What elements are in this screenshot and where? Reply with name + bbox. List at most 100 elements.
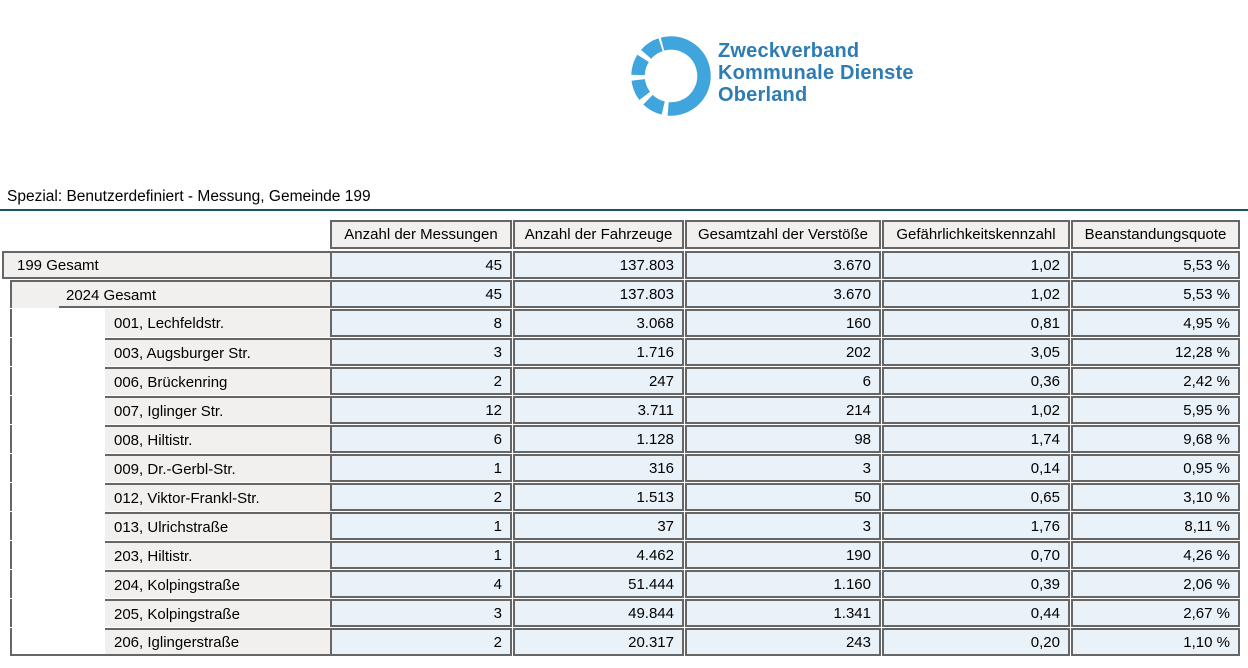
row-label: 206, Iglingerstraße	[10, 628, 330, 656]
value-cell: 2,67 %	[1071, 599, 1240, 627]
column-header: Gesamtzahl der Verstöße	[685, 220, 881, 249]
measurement-table: Anzahl der Messungen Anzahl der Fahrzeuge…	[2, 220, 1240, 657]
value-cell: 0,81	[882, 309, 1070, 337]
value-cell: 190	[685, 541, 881, 569]
value-cell: 6	[685, 367, 881, 395]
value-cell: 0,70	[882, 541, 1070, 569]
value-cell: 2	[330, 367, 512, 395]
value-cell: 1.716	[513, 338, 684, 366]
value-cell: 3.068	[513, 309, 684, 337]
value-cell: 0,44	[882, 599, 1070, 627]
value-cell: 12,28 %	[1071, 338, 1240, 366]
table-row: 006, Brückenring 2 247 6 0,36 2,42 %	[2, 367, 1240, 395]
table-row: 009, Dr.-Gerbl-Str. 1 316 3 0,14 0,95 %	[2, 454, 1240, 482]
row-label-text: 013, Ulrichstraße	[105, 512, 330, 540]
row-label: 199 Gesamt	[2, 251, 330, 279]
row-label: 2024 Gesamt	[10, 280, 330, 308]
value-cell: 1.160	[685, 570, 881, 598]
value-cell: 1	[330, 541, 512, 569]
value-cell: 20.317	[513, 628, 684, 656]
table-row: 001, Lechfeldstr. 8 3.068 160 0,81 4,95 %	[2, 309, 1240, 337]
column-header: Beanstandungsquote	[1071, 220, 1240, 249]
value-cell: 3.670	[685, 251, 881, 279]
logo-text: Zweckverband Kommunale Dienste Oberland	[718, 34, 914, 118]
row-label: 203, Hiltistr.	[10, 541, 330, 569]
table-body: 199 Gesamt 45 137.803 3.670 1,02 5,53 % 2024 G…	[2, 251, 1240, 656]
value-cell: 1.513	[513, 483, 684, 511]
value-cell: 4,95 %	[1071, 309, 1240, 337]
row-label: 008, Hiltistr.	[10, 425, 330, 453]
value-cell: 214	[685, 396, 881, 424]
row-label: 205, Kolpingstraße	[10, 599, 330, 627]
table-row: 203, Hiltistr. 1 4.462 190 0,70 4,26 %	[2, 541, 1240, 569]
logo-line-3: Oberland	[718, 84, 808, 106]
row-label-text: 204, Kolpingstraße	[105, 570, 330, 598]
value-cell: 3.670	[685, 280, 881, 308]
logo-line-1: Zweckverband	[718, 40, 860, 62]
row-label: 007, Iglinger Str.	[10, 396, 330, 424]
table-row: 003, Augsburger Str. 3 1.716 202 3,05 12,28 %	[2, 338, 1240, 366]
row-label: 012, Viktor-Frankl-Str.	[10, 483, 330, 511]
value-cell: 4,26 %	[1071, 541, 1240, 569]
value-cell: 5,53 %	[1071, 280, 1240, 308]
table-row: 199 Gesamt 45 137.803 3.670 1,02 5,53 %	[2, 251, 1240, 279]
value-cell: 1,02	[882, 280, 1070, 308]
logo: Zweckverband Kommunale Dienste Oberland	[629, 34, 914, 118]
value-cell: 1.341	[685, 599, 881, 627]
value-cell: 137.803	[513, 251, 684, 279]
value-cell: 6	[330, 425, 512, 453]
row-label-text: 205, Kolpingstraße	[105, 599, 330, 627]
value-cell: 0,65	[882, 483, 1070, 511]
value-cell: 2,06 %	[1071, 570, 1240, 598]
value-cell: 0,36	[882, 367, 1070, 395]
value-cell: 12	[330, 396, 512, 424]
row-label-text: 009, Dr.-Gerbl-Str.	[105, 454, 330, 482]
value-cell: 4.462	[513, 541, 684, 569]
value-cell: 3	[685, 512, 881, 540]
row-label-text: 007, Iglinger Str.	[105, 396, 330, 424]
row-label: 001, Lechfeldstr.	[10, 309, 330, 337]
value-cell: 45	[330, 280, 512, 308]
value-cell: 50	[685, 483, 881, 511]
table-row: 007, Iglinger Str. 12 3.711 214 1,02 5,95 %	[2, 396, 1240, 424]
value-cell: 243	[685, 628, 881, 656]
logo-ring-icon	[631, 36, 711, 116]
value-cell: 3,10 %	[1071, 483, 1240, 511]
row-label: 204, Kolpingstraße	[10, 570, 330, 598]
value-cell: 316	[513, 454, 684, 482]
column-header: Gefährlichkeitskennzahl	[882, 220, 1070, 249]
value-cell: 0,20	[882, 628, 1070, 656]
value-cell: 3.711	[513, 396, 684, 424]
row-label-text: 203, Hiltistr.	[105, 541, 330, 569]
column-header: Anzahl der Fahrzeuge	[513, 220, 684, 249]
row-label-text: 003, Augsburger Str.	[105, 338, 330, 366]
value-cell: 1,74	[882, 425, 1070, 453]
value-cell: 9,68 %	[1071, 425, 1240, 453]
row-label: 006, Brückenring	[10, 367, 330, 395]
value-cell: 1,10 %	[1071, 628, 1240, 656]
value-cell: 37	[513, 512, 684, 540]
value-cell: 51.444	[513, 570, 684, 598]
row-label-text: 206, Iglingerstraße	[105, 628, 330, 654]
row-label-text: 008, Hiltistr.	[105, 425, 330, 453]
header-spacer	[2, 220, 330, 249]
value-cell: 3	[330, 599, 512, 627]
row-label-text: 006, Brückenring	[105, 367, 330, 395]
value-cell: 2,42 %	[1071, 367, 1240, 395]
row-label-text: 001, Lechfeldstr.	[105, 309, 330, 337]
column-header: Anzahl der Messungen	[330, 220, 512, 249]
value-cell: 0,95 %	[1071, 454, 1240, 482]
value-cell: 45	[330, 251, 512, 279]
row-label-text: 012, Viktor-Frankl-Str.	[105, 483, 330, 511]
value-cell: 8	[330, 309, 512, 337]
value-cell: 2	[330, 628, 512, 656]
value-cell: 49.844	[513, 599, 684, 627]
value-cell: 160	[685, 309, 881, 337]
value-cell: 4	[330, 570, 512, 598]
table-row: 206, Iglingerstraße 2 20.317 243 0,20 1,10 %	[2, 628, 1240, 656]
row-label: 013, Ulrichstraße	[10, 512, 330, 540]
title-rule	[0, 209, 1248, 211]
value-cell: 1	[330, 512, 512, 540]
table-header-row: Anzahl der Messungen Anzahl der Fahrzeuge…	[2, 220, 1240, 249]
